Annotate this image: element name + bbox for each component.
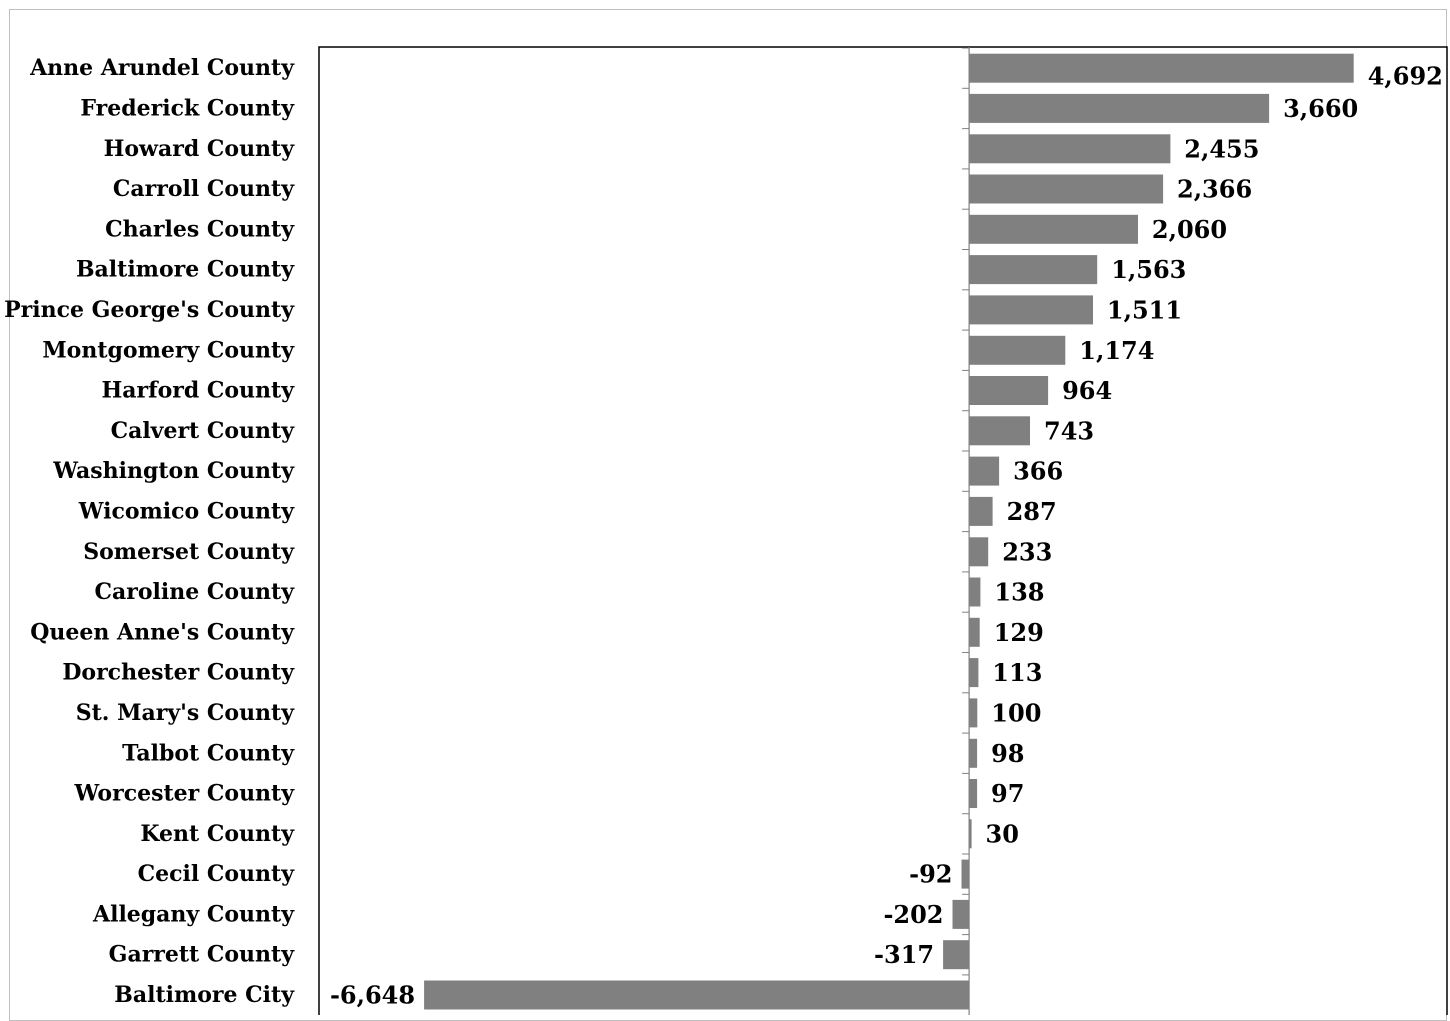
bar	[969, 738, 978, 768]
category-label: Howard County	[104, 136, 296, 162]
bar	[969, 93, 1270, 123]
bar	[952, 899, 970, 929]
data-label: 138	[994, 578, 1044, 607]
plot-area	[318, 46, 1448, 1015]
category-label: St. Mary's County	[76, 700, 295, 726]
bar	[969, 537, 989, 567]
category-label: Carroll County	[113, 176, 295, 202]
bar	[943, 940, 970, 970]
bars	[424, 53, 1354, 1010]
bar	[961, 859, 969, 889]
category-label: Baltimore City	[114, 982, 295, 1008]
data-label: -92	[909, 860, 952, 889]
category-label: Harford County	[101, 378, 295, 404]
category-label: Baltimore County	[76, 257, 295, 283]
data-label: 2,366	[1177, 175, 1252, 204]
category-label: Frederick County	[80, 95, 295, 121]
category-label: Prince George's County	[4, 297, 295, 323]
bar	[969, 658, 979, 688]
bar	[969, 779, 978, 808]
data-label: 97	[991, 779, 1024, 808]
category-labels: Anne Arundel County Frederick County Howar…	[4, 55, 295, 1008]
data-label: 1,563	[1111, 255, 1186, 284]
data-label: 4,692	[1368, 62, 1443, 91]
category-label: Dorchester County	[62, 660, 295, 686]
category-label: Garrett County	[109, 942, 296, 968]
data-label: 1,511	[1107, 295, 1182, 324]
category-label: Caroline County	[94, 579, 295, 605]
bar	[969, 416, 1030, 446]
bar	[969, 577, 981, 607]
category-label: Montgomery County	[42, 337, 295, 363]
bar	[969, 134, 1171, 164]
data-label: 964	[1062, 376, 1112, 405]
data-label: 1,174	[1079, 336, 1154, 365]
data-label: 743	[1044, 416, 1094, 445]
bar	[969, 53, 1354, 83]
category-label: Cecil County	[138, 861, 296, 887]
data-label: 233	[1002, 537, 1052, 566]
bar	[969, 214, 1138, 244]
data-label: 30	[986, 819, 1019, 848]
data-label: 98	[991, 739, 1024, 768]
data-label: -6,648	[330, 981, 415, 1010]
data-label: 287	[1007, 497, 1057, 526]
category-label: Queen Anne's County	[30, 619, 295, 645]
bar	[969, 496, 993, 526]
data-label: 3,660	[1283, 94, 1358, 123]
bar	[969, 376, 1049, 405]
category-label: Anne Arundel County	[29, 55, 295, 81]
data-label: -317	[874, 940, 934, 969]
category-label: Somerset County	[83, 539, 295, 565]
category-label: Allegany County	[92, 901, 295, 927]
data-label: 366	[1013, 457, 1063, 486]
data-label: 113	[992, 658, 1042, 687]
category-label: Talbot County	[122, 740, 295, 766]
category-label: Washington County	[52, 458, 295, 484]
bar	[969, 174, 1164, 204]
bar	[969, 295, 1093, 325]
data-label: -202	[883, 900, 943, 929]
category-label: Kent County	[140, 821, 295, 847]
value-labels: 4,692 3,660 2,455 2,366 2,060 1,563 1,511 1,174…	[330, 62, 1443, 1010]
data-label: 100	[991, 698, 1041, 727]
category-axis	[962, 47, 970, 1015]
bar	[969, 698, 978, 728]
bar	[969, 456, 1000, 486]
category-label: Wicomico County	[78, 499, 295, 525]
category-label: Worcester County	[74, 781, 296, 807]
category-label: Calvert County	[111, 418, 296, 444]
bar	[969, 617, 980, 647]
data-label: 2,060	[1152, 215, 1227, 244]
category-label: Charles County	[105, 216, 295, 242]
bar	[969, 255, 1098, 285]
data-label: 2,455	[1184, 134, 1259, 163]
bar	[424, 980, 970, 1010]
bar	[969, 819, 972, 849]
bar	[969, 335, 1066, 365]
data-label: 129	[994, 618, 1044, 647]
